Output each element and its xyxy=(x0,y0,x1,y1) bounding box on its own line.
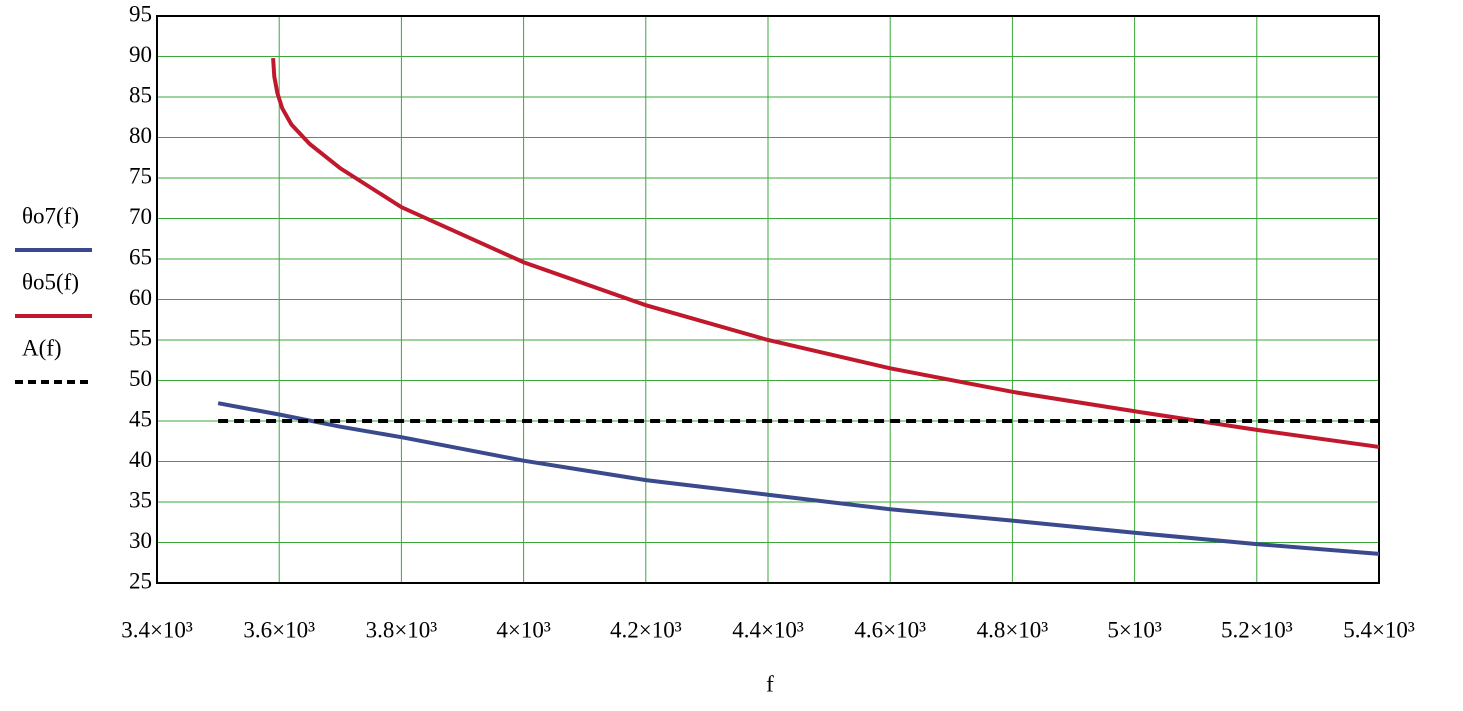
series-line xyxy=(271,57,1380,449)
y-tick-label: 70 xyxy=(129,204,152,229)
x-tick-label: 5×10³ xyxy=(1107,617,1161,642)
x-tick-label: 4.4×10³ xyxy=(732,617,804,642)
series-line xyxy=(217,401,1380,556)
y-tick-label: 80 xyxy=(129,123,152,148)
y-tick-label: 55 xyxy=(129,325,152,350)
y-tick-label: 95 xyxy=(129,1,152,26)
x-tick-label: 5.2×10³ xyxy=(1221,617,1293,642)
x-tick-label: 3.4×10³ xyxy=(121,617,193,642)
y-tick-label: 45 xyxy=(129,406,152,431)
y-tick-label: 25 xyxy=(129,568,152,593)
x-tick-label: 3.6×10³ xyxy=(243,617,315,642)
legend-label: θo7(f) xyxy=(22,203,79,228)
y-tick-label: 60 xyxy=(129,285,152,310)
y-tick-label: 50 xyxy=(129,366,152,391)
x-tick-label: 4×10³ xyxy=(496,617,550,642)
x-tick-label: 5.4×10³ xyxy=(1343,617,1415,642)
y-tick-label: 40 xyxy=(129,447,152,472)
x-tick-label: 4.8×10³ xyxy=(977,617,1049,642)
y-tick-label: 35 xyxy=(129,487,152,512)
x-tick-label: 4.6×10³ xyxy=(854,617,926,642)
x-tick-label: 3.8×10³ xyxy=(366,617,438,642)
legend-label: θo5(f) xyxy=(22,269,79,294)
y-tick-label: 75 xyxy=(129,163,152,188)
y-tick-label: 65 xyxy=(129,244,152,269)
plot-frame xyxy=(156,15,1380,584)
y-tick-label: 30 xyxy=(129,528,152,553)
y-tick-label: 85 xyxy=(129,82,152,107)
legend-label: A(f) xyxy=(22,335,62,360)
x-tick-label: 4.2×10³ xyxy=(610,617,682,642)
y-tick-label: 90 xyxy=(129,42,152,67)
x-axis-label: f xyxy=(766,671,774,696)
